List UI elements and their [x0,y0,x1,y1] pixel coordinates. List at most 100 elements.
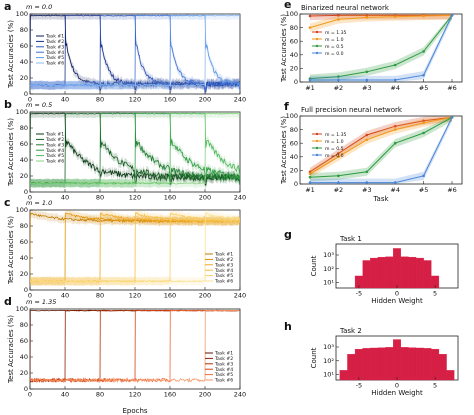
legend-label: Task #6 [214,378,233,384]
legend-label: m = 1.0 [325,139,344,145]
legend-label: m = 1.35 [325,132,347,138]
panel-title-g: Task 1 [339,235,362,243]
panel-g: g Task 1 10¹ 10² 10³ -5 0 5 Count Hidden Weight [284,228,459,305]
legend-label: Task #3 [45,44,64,50]
x-tick-label: #3 [362,186,372,194]
y-tick-label: 40 [290,51,298,59]
legend-label: Task #4 [45,50,64,56]
histogram-bar [415,347,424,381]
x-tick-label: 120 [129,194,141,202]
y-tick-label: 80 [20,26,28,34]
panel-letter-c: c [4,196,11,209]
x-tick-label: 40 [61,292,69,300]
y-tick-label: 0 [294,180,298,188]
x-tick-label: 80 [96,96,104,104]
y-tick-label: 100 [286,112,298,120]
legend-label: m = 1.35 [325,30,347,36]
panel-letter-b: b [4,98,12,111]
legend-label: Task #5 [45,55,64,61]
histogram-bar [385,256,394,289]
data-point [337,155,340,159]
legend-label: Task #5 [214,273,233,279]
histogram-bar [423,260,432,289]
x-axis-label: Task [372,195,389,203]
x-tick-label: 240 [234,292,246,300]
curves [30,210,240,286]
y-tick-label: 100 [16,305,28,313]
data-point [365,14,369,17]
data-point [365,138,369,142]
x-axis-label: Hidden Weight [371,297,423,305]
legend-label: Task #2 [45,137,64,143]
x-tick-label: 0 [395,290,399,298]
x-tick-label: #2 [334,186,344,194]
legend-label: Task #1 [214,252,233,258]
legend-label: Task #4 [45,148,64,154]
y-tick-label: 100 [286,10,298,18]
band-task-6 [30,14,240,90]
y-tick-label: 60 [20,337,28,345]
data-point [308,175,312,179]
legend-label: Task #2 [45,39,64,45]
y-tick-label: 60 [20,140,28,148]
x-tick-label: 240 [234,391,246,399]
y-tick-label: 0 [24,188,28,196]
legend: m = 1.35m = 1.0m = 0.5m = 0.0 [312,30,347,57]
x-tick-label: #1 [305,186,315,194]
legend-label: Task #5 [214,372,233,378]
x-tick-label: #1 [305,84,315,92]
x-tick-label: #4 [390,186,400,194]
y-tick-label: 20 [20,270,28,278]
panel-f: f Full precision neural network 0 20 40 60 80 1… [280,100,463,203]
series-line-task-6 [30,212,240,283]
panel-letter-a: a [4,0,11,13]
data-point [422,14,425,18]
y-tick-label: 10² [323,357,334,365]
y-tick-label: 20 [20,369,28,377]
y-tick-label: 0 [24,286,28,294]
y-tick-label: 80 [20,222,28,230]
panel-note-c: m = 1.0 [26,199,52,207]
data-point [422,131,425,135]
y-tick-label: 40 [20,353,28,361]
legend-marker [315,146,319,150]
x-tick-label: -5 [356,382,362,390]
legend-label: Task #3 [214,262,233,268]
histogram-bar [438,354,447,381]
legend: m = 1.35m = 1.0m = 0.5m = 0.0 [312,132,347,159]
histogram-bar [354,348,363,381]
histogram-bar [377,347,386,381]
panel-title-e: Binarized neural network [301,4,390,12]
y-tick-label: 60 [20,238,28,246]
y-tick-label: 10¹ [323,371,334,379]
x-tick-label: #5 [419,186,429,194]
data-point [337,78,340,82]
legend-label: Task #3 [214,361,233,367]
band-task-3 [30,210,240,286]
y-axis-label: Test Accuracies (%) [7,216,15,285]
legend-marker [315,132,319,136]
data-point [422,174,425,178]
y-tick-label: 0 [24,385,28,393]
band-task-6 [30,210,240,286]
data-point [422,119,425,123]
legend-marker [315,51,319,55]
y-axis-label: Test Accuracies (%) [7,315,15,384]
y-tick-label: 40 [290,153,298,161]
x-tick-label: -5 [356,290,362,298]
histogram-bar [446,370,455,381]
panel-letter-g: g [284,228,292,241]
series-line [309,14,453,29]
legend-label: Task #2 [214,257,233,263]
panel-letter-e: e [284,0,291,11]
histogram-bar [423,348,432,381]
band-task-4 [30,210,240,286]
data-point [365,170,369,174]
legend-label: Task #6 [45,159,64,165]
x-tick-label: 0 [28,96,32,104]
data-point [337,181,340,184]
